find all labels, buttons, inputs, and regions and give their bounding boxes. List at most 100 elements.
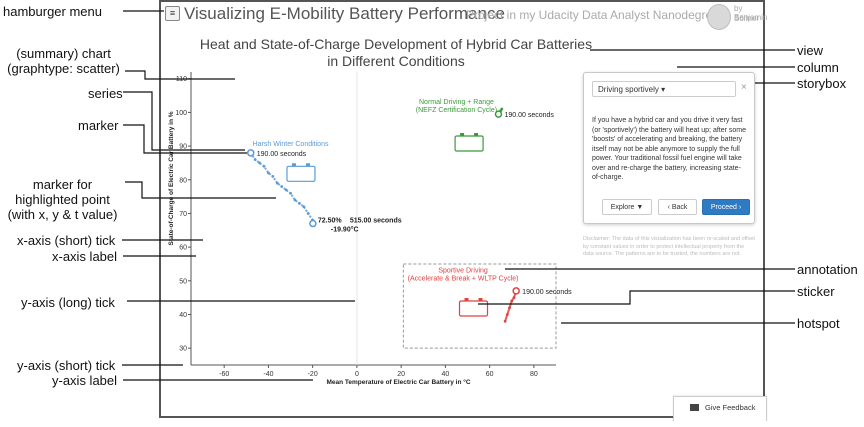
y-tick-label: 60: [179, 245, 187, 252]
battery-icon: [286, 165, 316, 182]
disclaimer-text: Disclaimer: The data of this visualizati…: [583, 236, 755, 257]
callout-hl-line1: marker for: [32, 177, 93, 192]
marker-time-label: 190.00 seconds: [257, 151, 307, 158]
callout-storybox: storybox: [797, 76, 847, 91]
callout-hl-line3: (with x, y & t value): [7, 207, 118, 222]
callout-x-axis-label: x-axis label: [52, 249, 118, 264]
y-tick-label: 80: [179, 177, 187, 184]
storybox: Driving sportively ▾ × If you have a hyb…: [583, 72, 755, 224]
highlighted-marker: [309, 219, 317, 228]
series-point: [293, 198, 297, 202]
chart-title: Heat and State-of-Charge Development of …: [161, 36, 631, 70]
callout-y-long-tick: y-axis (long) tick: [21, 295, 115, 310]
y-tick-label: 100: [175, 110, 187, 117]
x-tick-label: 0: [355, 371, 359, 378]
callout-hl-line2: highlighted point: [15, 192, 110, 207]
series-marker: [246, 149, 255, 157]
series-point: [280, 185, 284, 188]
battery-icon: [454, 135, 484, 152]
callout-summary-chart-line2: (graphtype: scatter): [7, 61, 120, 76]
callout-column: column: [797, 60, 839, 75]
series-point: [284, 188, 288, 192]
series-point: [505, 313, 509, 316]
marker-time-label: 190.00 seconds: [504, 112, 554, 119]
y-tick-label: 70: [179, 211, 187, 218]
series-line: [249, 152, 314, 224]
top-bar: ≡ Visualizing E-Mobility Battery Perform…: [161, 2, 767, 30]
series-annotation: Harsh Winter Conditions: [253, 141, 329, 148]
series-point: [275, 181, 279, 185]
explore-button[interactable]: Explore ▼: [602, 199, 652, 215]
series-annotation: Sportive Driving: [438, 267, 488, 274]
x-tick-label: -40: [263, 371, 273, 378]
app-subtitle: Project in my Udacity Data Analyst Nanod…: [466, 8, 719, 22]
callout-hamburger-menu: hamburger menu: [3, 4, 102, 19]
chat-icon: [690, 404, 699, 411]
feedback-button[interactable]: Give Feedback: [673, 396, 767, 421]
story-buttons: Explore ▼ ‹ Back Proceed ›: [584, 199, 754, 219]
y-tick-label: 30: [179, 346, 187, 353]
series-annotation-sub: (Accelerate & Break + WLTP Cycle): [408, 275, 519, 282]
x-tick-label: 40: [441, 371, 449, 378]
battery-terminal: [460, 132, 465, 136]
marker-time-label: 190.00 seconds: [522, 289, 572, 296]
series-point: [503, 319, 507, 323]
callout-marker: marker: [78, 118, 119, 133]
callout-highlighted-point: marker for highlighted point (with x, y …: [0, 177, 125, 222]
y-tick-label: 110: [176, 76, 187, 83]
series-annotation: Normal Driving + Range: [419, 99, 494, 106]
x-tick-label: -20: [308, 371, 318, 378]
x-tick-label: -60: [219, 371, 229, 378]
close-icon[interactable]: ×: [741, 82, 747, 93]
y-tick-label: 90: [179, 144, 187, 151]
callout-hotspot: hotspot: [797, 316, 840, 331]
series-marker: [512, 287, 520, 295]
highlight-x-label: -19.90°C: [331, 226, 359, 234]
battery-terminal: [291, 163, 296, 167]
x-tick-label: 60: [486, 371, 494, 378]
callout-y-short-tick: y-axis (short) tick: [17, 358, 116, 373]
callout-summary-chart: (summary) chart (graphtype: scatter): [2, 46, 125, 76]
series-annotation-sub: (NEFZ Certification Cycle): [416, 107, 497, 114]
series-point: [500, 107, 504, 111]
series-point: [262, 164, 266, 168]
back-button[interactable]: ‹ Back: [658, 199, 697, 215]
story-text: If you have a hybrid car and you drive i…: [592, 117, 747, 181]
series-point: [306, 212, 310, 215]
app-screenshot: ≡ Visualizing E-Mobility Battery Perform…: [159, 0, 767, 421]
battery-terminal: [464, 298, 469, 302]
series-line: [504, 290, 518, 322]
feedback-label: Give Feedback: [705, 403, 756, 412]
series-point: [508, 306, 511, 310]
x-tick-label: 80: [530, 371, 538, 378]
callout-summary-chart-line1: (summary) chart: [16, 46, 111, 61]
hamburger-icon[interactable]: ≡: [165, 6, 180, 21]
author-name: Söllner: [734, 14, 759, 23]
y-tick-label: 40: [179, 312, 187, 319]
y-axis-label: State-of-Charge of Electric Car Battery …: [168, 111, 175, 245]
x-axis-label: Mean Temperature of Electric Car Battery…: [326, 378, 470, 386]
series-point: [271, 175, 275, 178]
proceed-button[interactable]: Proceed ›: [702, 199, 750, 215]
callout-sticker: sticker: [797, 284, 835, 299]
author-byline: by Benjamin: [734, 4, 768, 22]
callout-y-axis-label: y-axis label: [52, 373, 118, 388]
author-avatar: [707, 4, 731, 30]
callout-series: series: [88, 86, 123, 101]
y-tick-label: 50: [179, 278, 187, 285]
series-point: [253, 158, 257, 161]
chart-title-line2: in Different Conditions: [327, 53, 465, 69]
app-title: Visualizing E-Mobility Battery Performan…: [184, 4, 505, 23]
chart-title-line1: Heat and State-of-Charge Development of …: [199, 36, 593, 52]
battery-terminal: [474, 132, 479, 136]
story-select[interactable]: Driving sportively ▾: [592, 81, 736, 97]
hotspot-box: [402, 263, 557, 349]
battery-terminal: [305, 163, 310, 167]
x-tick-label: 20: [397, 371, 405, 378]
series-point: [302, 205, 306, 209]
series-point: [297, 201, 301, 205]
series-point: [289, 191, 292, 195]
callout-view: view: [797, 43, 824, 58]
battery-icon: [458, 300, 489, 317]
